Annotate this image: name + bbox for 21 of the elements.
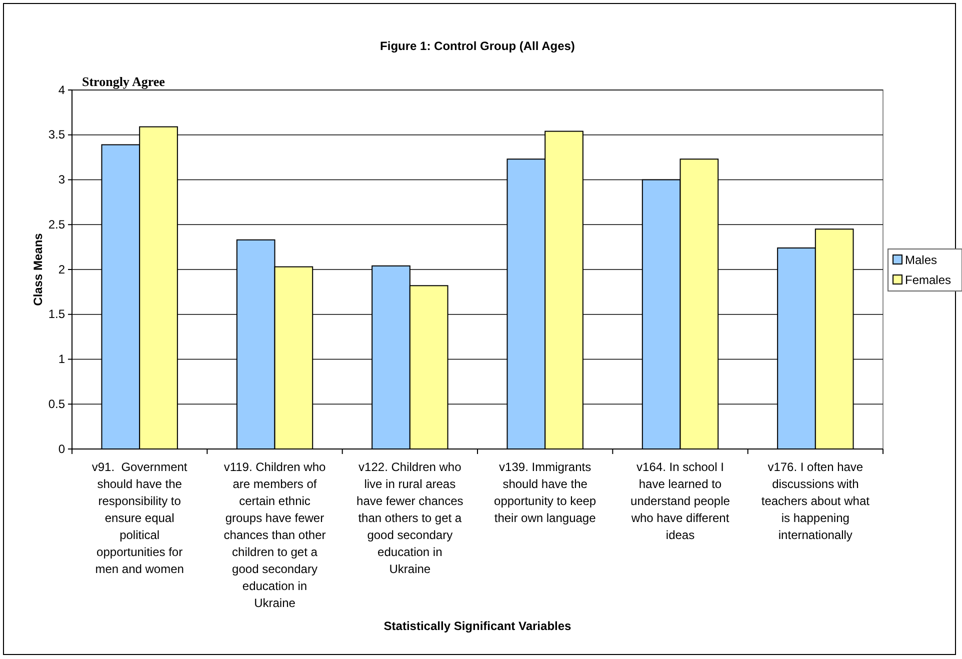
- y-tick-label: 0: [58, 442, 66, 456]
- legend-label: Males: [905, 253, 938, 267]
- legend-label: Females: [905, 273, 952, 287]
- y-tick-label: 2: [58, 262, 66, 276]
- x-axis-title: Statistically Significant Variables: [384, 619, 572, 633]
- y-axis-title: Class Means: [31, 232, 45, 306]
- x-tick-label: v122. Children who live in rural areas have fewer chances than others to get a good secondary education in Ukraine: [356, 460, 464, 576]
- y-tick-label: 4: [58, 82, 66, 97]
- x-tick-label: v139. Immigrants should have the opportunity to keep their own language: [494, 460, 596, 525]
- y-tick-label: 2.5: [48, 217, 66, 232]
- chart-title: Figure 1: Control Group (All Ages): [380, 39, 575, 53]
- text: Strongly Agree: [82, 74, 166, 89]
- y-tick-label: 3.5: [48, 128, 66, 142]
- x-tick-label: v176. I often have discussions with teachers about what is happening internationally: [761, 460, 870, 542]
- x-tick-label: v164. In school I have learned to understand people who have different ideas: [630, 460, 730, 542]
- y-tick-label: 0.5: [48, 396, 66, 411]
- x-tick-label: v91. Government should have the responsibility to ensure equal political opportunities for men and women: [92, 460, 188, 576]
- category-label: v119. Children who are members of certain ethnic groups have fewer chances than other children to get a good secondary education in Ukraine: [224, 460, 326, 610]
- y-tick-label: 1.5: [48, 307, 66, 322]
- y-tick-label: 3: [58, 172, 66, 187]
- y-tick-label: 1: [58, 352, 66, 366]
